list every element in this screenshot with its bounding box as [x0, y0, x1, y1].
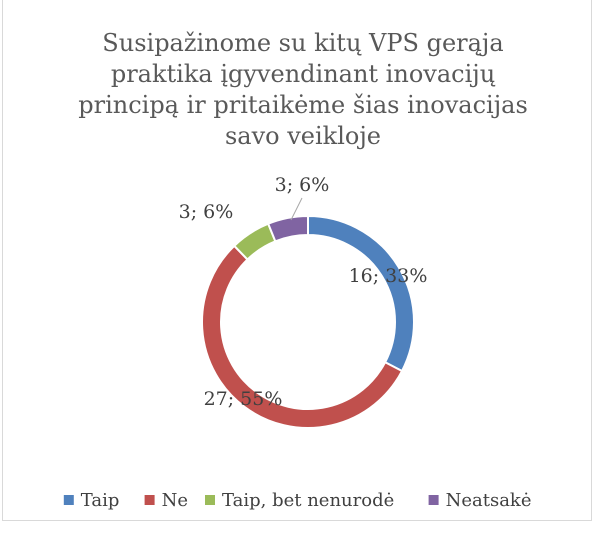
chart-frame: Susipažinome su kitų VPS gerąja praktika… [2, 0, 592, 521]
legend-swatch [63, 495, 74, 505]
legend-swatch [205, 495, 215, 505]
data-label: 3; 6% [275, 174, 330, 196]
donut-segment [307, 214, 415, 373]
data-label: 3; 6% [179, 201, 234, 223]
legend-label: Taip [81, 490, 120, 511]
leader-line [290, 197, 303, 221]
legend-label: Ne [162, 490, 188, 511]
data-label: 16; 33% [349, 265, 428, 287]
legend-swatch [428, 495, 439, 505]
data-label: 27; 55% [204, 388, 283, 410]
donut-segment [266, 214, 309, 243]
legend-label: Taip, bet nenurodė [222, 490, 394, 511]
legend-label: Neatsakė [446, 490, 532, 511]
chart-title: Susipažinome su kitų VPS gerąja praktika… [78, 29, 528, 150]
legend-swatch [144, 495, 155, 505]
